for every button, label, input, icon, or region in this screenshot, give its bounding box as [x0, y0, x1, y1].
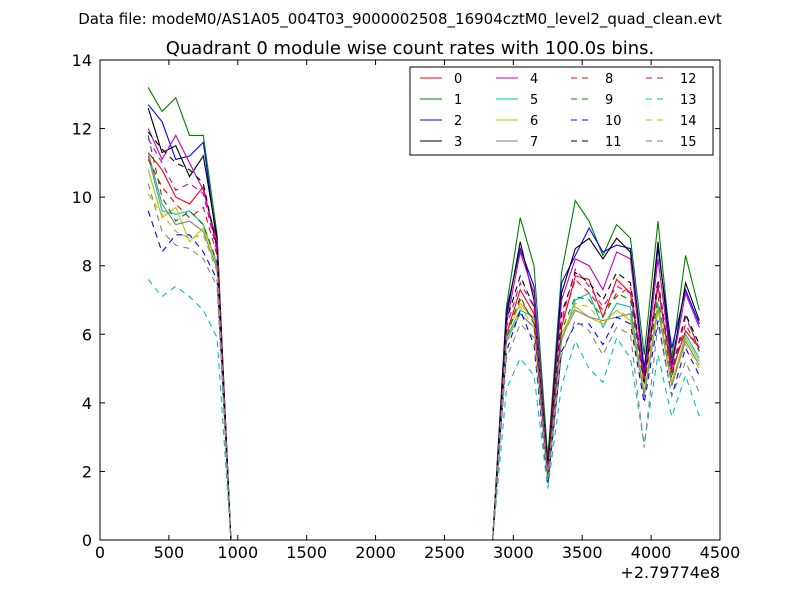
legend-label-4: 4 [530, 72, 538, 87]
legend-label-8: 8 [605, 72, 613, 87]
legend-label-9: 9 [605, 93, 613, 108]
legend-label-15: 15 [680, 135, 697, 150]
legend-label-3: 3 [454, 135, 462, 150]
y-tick-label: 14 [72, 51, 92, 70]
legend-label-0: 0 [454, 72, 462, 87]
x-tick-label: 4000 [631, 543, 672, 562]
x-axis: 0 500 1000 1500 2000 2500 3000 3500 4000 4500 [95, 60, 740, 562]
legend-label-11: 11 [605, 135, 622, 150]
y-tick-label: 10 [72, 188, 92, 207]
x-tick-label: 4500 [700, 543, 741, 562]
x-tick-label: 3000 [493, 543, 534, 562]
legend-frame [409, 66, 714, 156]
legend-label-7: 7 [530, 135, 538, 150]
legend-label-14: 14 [680, 114, 697, 129]
chart-title: Quadrant 0 module wise count rates with … [166, 38, 655, 59]
x-tick-label: 2000 [355, 543, 396, 562]
x-tick-label: 1000 [217, 543, 258, 562]
y-tick-label: 0 [82, 531, 92, 550]
y-tick-label: 12 [72, 120, 92, 139]
legend-label-1: 1 [454, 93, 462, 108]
legend-label-2: 2 [454, 114, 462, 129]
x-tick-label: 1500 [286, 543, 327, 562]
x-tick-label: 2500 [424, 543, 465, 562]
chart-suptitle: Data file: modeM0/AS1A05_004T03_90000025… [78, 10, 722, 29]
x-tick-label: 0 [95, 543, 105, 562]
x-tick-label: 500 [154, 543, 185, 562]
plot-frame [99, 59, 721, 541]
y-tick-label: 2 [82, 462, 92, 481]
y-tick-label: 4 [82, 394, 92, 413]
x-offset-label: +2.79774e8 [620, 563, 720, 582]
y-tick-label: 8 [82, 257, 92, 276]
legend-label-10: 10 [605, 114, 622, 129]
legend-label-6: 6 [530, 114, 538, 129]
y-tick-label: 6 [82, 325, 92, 344]
legend-label-5: 5 [530, 93, 538, 108]
legend-label-13: 13 [680, 93, 697, 108]
legend-label-12: 12 [680, 72, 697, 87]
x-tick-label: 3500 [562, 543, 603, 562]
